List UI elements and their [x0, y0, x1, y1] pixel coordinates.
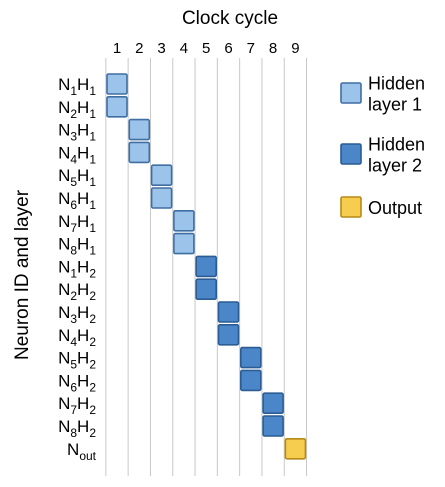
- row-label: N3H2: [58, 303, 96, 326]
- legend-label: layer 2: [368, 156, 422, 176]
- schedule-cell: [128, 141, 151, 164]
- row-label: N3H1: [58, 121, 96, 144]
- chart-title: Clock cycle: [182, 8, 278, 29]
- row-label: N4H2: [58, 326, 96, 349]
- schedule-cell: [150, 164, 173, 186]
- schedule-cell: [240, 369, 262, 392]
- legend-item: Output: [340, 196, 422, 218]
- grid-lines: [105, 58, 308, 476]
- schedule-cell: [150, 187, 173, 209]
- schedule-cell: [240, 346, 262, 369]
- row-label: N8H1: [58, 235, 96, 258]
- row-label: N1H2: [58, 257, 96, 280]
- schedule-cell: [284, 437, 307, 460]
- row-label: N4H1: [58, 143, 96, 166]
- row-label: N6H1: [58, 189, 96, 212]
- column-label: 3: [157, 40, 165, 57]
- row-label: N2H1: [58, 98, 96, 121]
- legend-label: Hidden: [368, 74, 425, 94]
- column-label: 1: [113, 40, 121, 57]
- schedule-cell: [128, 118, 151, 141]
- row-label: N7H1: [58, 212, 96, 235]
- row-label: Nout: [67, 440, 97, 463]
- column-label: 7: [247, 40, 255, 57]
- row-label: N5H2: [58, 349, 96, 372]
- column-label: 8: [269, 40, 277, 57]
- schedule-cell: [217, 301, 240, 323]
- legend-swatch: [340, 82, 362, 104]
- schedule-cell: [195, 255, 217, 278]
- row-labels: N1H1N2H1N3H1N4H1N5H1N6H1N7H1N8H1N1H2N2H2…: [58, 75, 97, 463]
- column-label: 6: [224, 40, 232, 57]
- legend-label: Output: [368, 198, 422, 218]
- column-label: 4: [180, 40, 188, 57]
- schedule-cell: [106, 73, 128, 95]
- schedule-cell: [217, 323, 240, 346]
- legend-label: Hidden: [368, 135, 425, 155]
- row-label: N2H2: [58, 280, 96, 303]
- schedule-cell: [262, 392, 284, 415]
- row-label: N8H2: [58, 417, 96, 440]
- row-label: N7H2: [58, 394, 96, 417]
- cells: [106, 73, 307, 460]
- column-label: 9: [291, 40, 299, 57]
- schedule-cell: [195, 278, 217, 301]
- schedule-cell: [262, 415, 284, 437]
- row-label: N5H1: [58, 166, 96, 189]
- row-label: N6H2: [58, 371, 96, 394]
- column-label: 5: [202, 40, 210, 57]
- legend-label: layer 1: [368, 95, 422, 115]
- column-label: 2: [135, 40, 143, 57]
- legend-swatch: [340, 143, 362, 165]
- schedule-cell: [173, 210, 195, 232]
- y-axis-title: Neuron ID and layer: [12, 189, 33, 360]
- schedule-cell: [173, 232, 195, 255]
- legend-swatch: [340, 196, 362, 218]
- schedule-cell: [106, 96, 128, 118]
- row-label: N1H1: [58, 75, 96, 98]
